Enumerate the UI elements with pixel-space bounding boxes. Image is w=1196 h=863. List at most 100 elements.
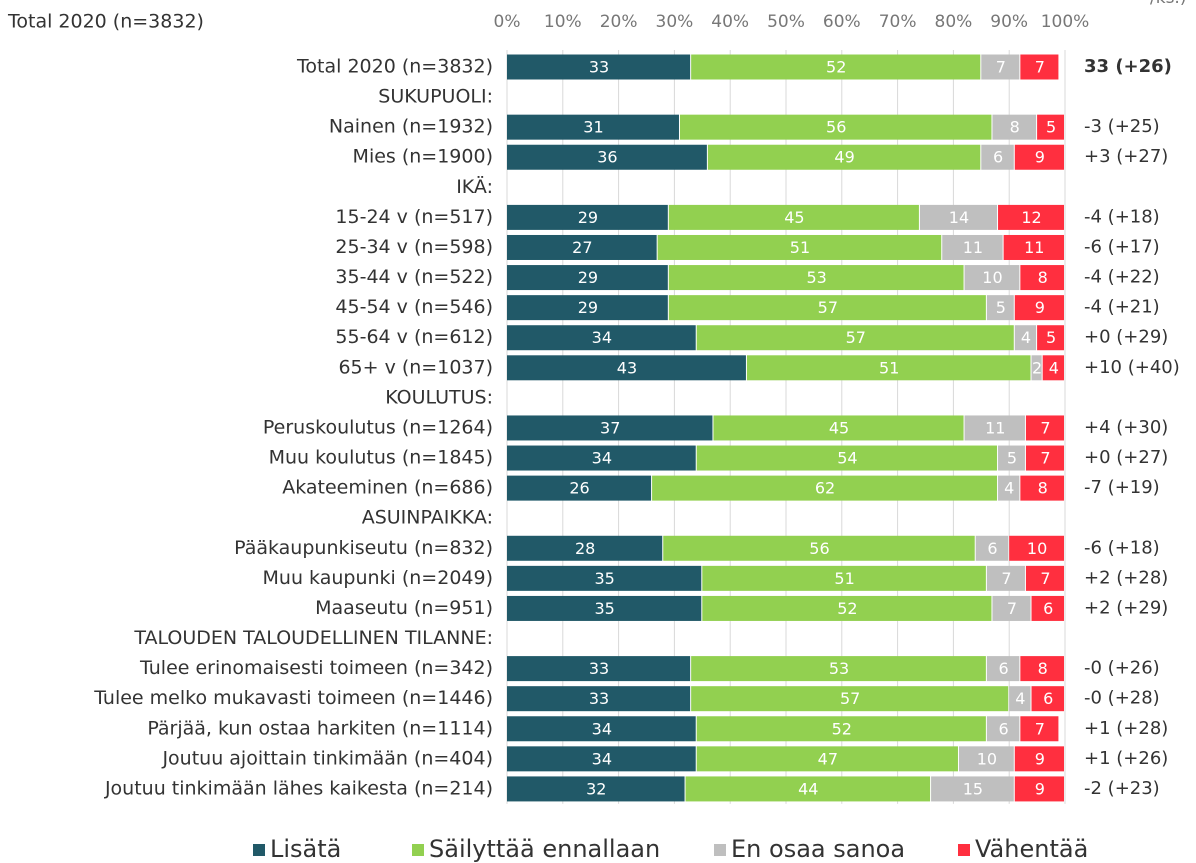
data-label: 4 [1049, 358, 1059, 377]
data-label: 34 [592, 719, 612, 738]
category-label: SUKUPUOLI: [378, 86, 493, 108]
data-label: 4 [1004, 479, 1014, 498]
data-label: 43 [617, 358, 637, 377]
data-label: 9 [1035, 779, 1045, 798]
data-label: 49 [834, 148, 854, 167]
data-label: 56 [826, 118, 846, 137]
data-label: 8 [1038, 659, 1048, 678]
data-label: 57 [846, 328, 866, 347]
category-label: Muu koulutus (n=1845) [269, 447, 493, 469]
net-label: +1 (+28) [1084, 718, 1168, 739]
net-label: -7 (+19) [1084, 477, 1160, 498]
bar-segment [1020, 265, 1064, 291]
bar-segment [964, 415, 1025, 441]
category-label: KOULUTUS: [385, 386, 493, 408]
bar-segment [1031, 595, 1064, 621]
data-label: 11 [985, 418, 1005, 437]
category-label: 15-24 v (n=517) [335, 206, 493, 228]
bar-segment [964, 265, 1020, 291]
data-label: 15 [963, 779, 983, 798]
bar-segment [696, 746, 958, 772]
data-label: 5 [1046, 118, 1056, 137]
data-label: 33 [589, 689, 609, 708]
data-label: 35 [594, 599, 614, 618]
x-tick-label: 0% [494, 12, 521, 32]
category-label: 45-54 v (n=546) [335, 296, 493, 318]
bar-segment [507, 265, 668, 291]
data-label: 11 [963, 238, 983, 257]
data-label: 6 [999, 719, 1009, 738]
bar-segment [696, 445, 998, 471]
bar-segment [507, 595, 702, 621]
data-label: 9 [1035, 148, 1045, 167]
net-label: -4 (+18) [1084, 206, 1160, 227]
x-tick-label: 50% [767, 12, 805, 32]
bar-segment [657, 234, 942, 260]
bar-segment [1025, 565, 1064, 591]
category-label: Tulee melko mukavasti toimeen (n=1446) [93, 687, 493, 709]
bar-segment [919, 204, 998, 230]
data-label: 6 [1043, 599, 1053, 618]
x-tick-label: 30% [656, 12, 694, 32]
net-label: +10 (+40) [1084, 357, 1180, 378]
bar-segment [1042, 355, 1064, 381]
bar-segment [507, 234, 657, 260]
category-label: 55-64 v (n=612) [335, 326, 493, 348]
data-label: 51 [834, 569, 854, 588]
bar-segment [981, 144, 1014, 170]
bar-segment [713, 415, 964, 441]
data-label: 11 [1024, 238, 1044, 257]
data-label: 26 [569, 479, 589, 498]
category-label: Tulee erinomaisesti toimeen (n=342) [139, 657, 493, 679]
x-tick-label: 90% [990, 12, 1028, 32]
data-label: 33 [589, 659, 609, 678]
bar-segment [507, 355, 746, 381]
data-label: 51 [790, 238, 810, 257]
net-label: -6 (+18) [1084, 537, 1160, 558]
net-label: +1 (+26) [1084, 748, 1168, 769]
x-tick-label: 80% [935, 12, 973, 32]
category-label: Mies (n=1900) [353, 146, 493, 168]
bar-segment [668, 265, 964, 291]
data-label: 51 [879, 358, 899, 377]
data-label: 7 [1040, 449, 1050, 468]
bar-segment [507, 114, 679, 140]
net-label: +2 (+29) [1084, 597, 1168, 618]
data-label: 14 [949, 208, 969, 227]
bar-segment [507, 656, 691, 682]
data-label: 45 [784, 208, 804, 227]
data-label: 7 [996, 58, 1006, 77]
data-label: 5 [996, 298, 1006, 317]
data-label: 7 [1035, 58, 1045, 77]
bar-segment [1003, 234, 1064, 260]
data-label: 8 [1038, 479, 1048, 498]
x-tick-label: 40% [711, 12, 749, 32]
legend-label: Säilyttää ennallaan [429, 835, 660, 863]
data-label: 8 [1038, 268, 1048, 287]
net-label: -3 (+25) [1084, 116, 1160, 137]
bar-segment [696, 325, 1014, 351]
bar-segment [1009, 535, 1064, 561]
data-label: 4 [1015, 689, 1025, 708]
category-label: Total 2020 (n=3832) [296, 56, 493, 78]
x-tick-label: 70% [879, 12, 917, 32]
data-label: 10 [982, 268, 1002, 287]
data-label: 29 [578, 268, 598, 287]
bar-segment [679, 114, 992, 140]
bar-segment [975, 535, 1009, 561]
bar-segment [998, 475, 1020, 501]
bar-segment [746, 355, 1031, 381]
bar-segment [1025, 445, 1064, 471]
bar-segment [981, 54, 1020, 80]
net-label: +3 (+27) [1084, 146, 1168, 167]
data-label: 2 [1032, 358, 1042, 377]
bar-segment [992, 595, 1031, 621]
net-label: -2 (+23) [1084, 778, 1160, 799]
data-label: 45 [829, 418, 849, 437]
data-label: 57 [840, 689, 860, 708]
bar-segment [998, 445, 1025, 471]
bar-segment [986, 656, 1020, 682]
legend-marker [958, 844, 970, 856]
category-label: ASUINPAIKKA: [362, 507, 493, 529]
